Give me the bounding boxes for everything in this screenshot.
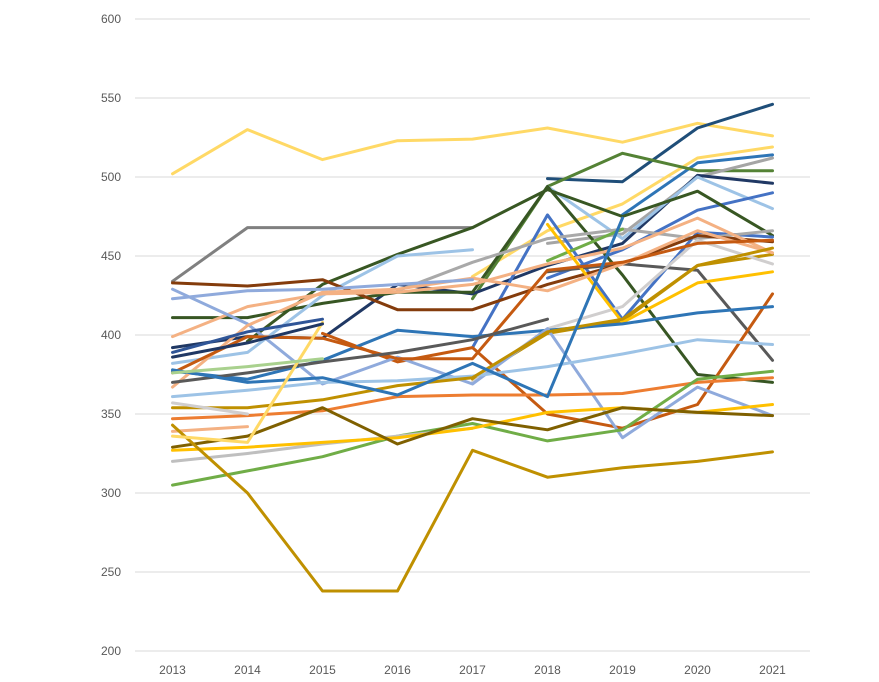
x-axis-tick-labels: 2013 2014 2015 2016 2017 2018 2019 2020 2021 [159,663,786,677]
x-tick-label: 2013 [159,663,186,677]
y-tick-label: 400 [101,328,121,342]
series-line-23 [546,222,774,324]
series-line-27 [171,229,774,389]
series-line-12 [246,188,774,343]
y-tick-label: 350 [101,407,121,421]
series-line-3 [546,102,774,184]
series-line-40 [171,423,774,593]
series-line-20 [546,227,624,263]
y-tick-label: 450 [101,249,121,263]
x-tick-label: 2017 [459,663,486,677]
x-tick-label: 2020 [684,663,711,677]
series-line-36 [171,369,774,487]
y-tick-label: 600 [101,12,121,26]
series-line-7 [546,156,774,245]
series-line-25 [171,287,774,440]
series-line-15 [321,292,774,430]
series-line-2 [171,226,474,283]
series-line-16 [171,248,474,365]
series-lines [171,102,774,593]
y-tick-label: 550 [101,91,121,105]
y-tick-label: 300 [101,486,121,500]
series-line-32 [171,317,324,354]
series-line-9 [546,175,774,241]
x-tick-label: 2021 [759,663,786,677]
series-line-34 [171,317,549,384]
x-tick-label: 2014 [234,663,261,677]
y-tick-label: 250 [101,565,121,579]
series-line-18 [171,234,774,312]
y-tick-label: 200 [101,644,121,658]
x-tick-label: 2019 [609,663,636,677]
x-tick-label: 2015 [309,663,336,677]
series-line-24 [171,305,774,381]
x-tick-label: 2016 [384,663,411,677]
series-line-44 [171,322,324,359]
series-line-39 [171,406,774,449]
series-line-1 [171,121,774,176]
y-tick-label: 500 [101,170,121,184]
series-line-10 [546,191,774,280]
series-line-33 [171,278,474,301]
y-axis-tick-labels: 200 250 300 350 400 450 500 550 600 [101,12,121,658]
series-line-35 [171,216,624,399]
x-tick-label: 2018 [534,663,561,677]
series-line-42 [171,401,249,416]
series-line-19 [171,216,774,339]
series-line-29 [171,376,774,421]
series-line-43 [171,357,324,375]
series-line-31 [171,425,249,433]
series-line-5 [621,153,774,217]
series-line-14 [546,262,774,362]
